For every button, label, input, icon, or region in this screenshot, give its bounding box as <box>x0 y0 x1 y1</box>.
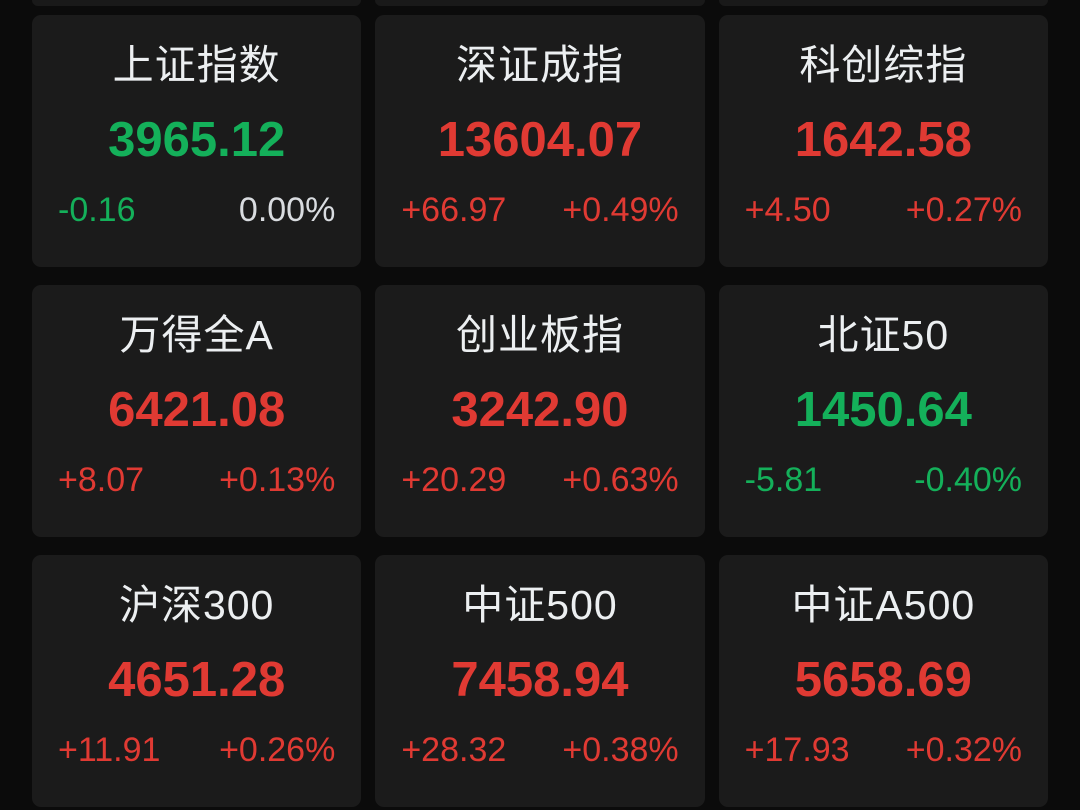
index-change-percent: +0.63% <box>562 461 679 499</box>
index-change-row: +20.29 +0.63% <box>393 463 686 497</box>
index-change-percent: +0.32% <box>905 731 1022 769</box>
index-change-row: +11.91 +0.26% <box>50 733 343 767</box>
index-card[interactable]: 沪深300 4651.28 +11.91 +0.26% <box>32 555 362 807</box>
index-change-row: +8.07 +0.13% <box>50 463 343 497</box>
index-change-absolute: -5.81 <box>744 461 823 499</box>
index-name: 上证指数 <box>112 42 281 88</box>
index-name: 创业板指 <box>455 312 624 358</box>
index-change-percent: +0.27% <box>905 191 1022 229</box>
index-card[interactable]: 深证成指 13604.07 +66.97 +0.49% <box>375 15 705 267</box>
index-card[interactable]: 中证500 7458.94 +28.32 +0.38% <box>375 555 705 807</box>
index-change-row: +4.50 +0.27% <box>737 193 1030 227</box>
index-price: 1450.64 <box>794 383 972 437</box>
index-change-percent: 0.00% <box>238 191 336 229</box>
index-price: 1642.58 <box>794 113 972 167</box>
index-card[interactable]: 科创综指 1642.58 +4.50 +0.27% <box>718 15 1048 267</box>
index-change-percent: +0.26% <box>219 731 336 769</box>
index-card[interactable]: 万得全A 6421.08 +8.07 +0.13% <box>32 285 362 537</box>
index-change-row: +17.93 +0.32% <box>737 733 1030 767</box>
sliver-card <box>718 0 1048 6</box>
index-name: 沪深300 <box>118 582 275 628</box>
index-change-absolute: +17.93 <box>744 731 850 769</box>
sliver-card <box>32 0 362 6</box>
index-price: 5658.69 <box>794 653 972 707</box>
index-change-absolute: +11.91 <box>58 731 161 769</box>
index-price: 13604.07 <box>437 113 643 167</box>
sliver-card <box>375 0 705 6</box>
previous-row-sliver <box>32 0 1048 6</box>
index-change-percent: +0.38% <box>562 731 679 769</box>
index-name: 北证50 <box>817 312 950 358</box>
index-change-row: -0.16 0.00% <box>50 193 343 227</box>
index-card-grid: 上证指数 3965.12 -0.16 0.00% 深证成指 13604.07 +66.97 +… <box>32 15 1048 807</box>
index-name: 深证成指 <box>455 42 624 88</box>
index-change-absolute: +66.97 <box>401 191 507 229</box>
index-price: 4651.28 <box>108 653 286 707</box>
index-price: 3965.12 <box>108 113 286 167</box>
index-change-absolute: +4.50 <box>744 191 831 229</box>
index-price: 3242.90 <box>451 383 629 437</box>
index-name: 中证500 <box>462 582 618 628</box>
index-change-row: -5.81 -0.40% <box>737 463 1030 497</box>
index-change-percent: +0.13% <box>219 461 336 499</box>
index-card[interactable]: 上证指数 3965.12 -0.16 0.00% <box>32 15 362 267</box>
index-card[interactable]: 北证50 1450.64 -5.81 -0.40% <box>718 285 1048 537</box>
index-name: 科创综指 <box>799 42 968 88</box>
index-change-absolute: -0.16 <box>58 191 136 229</box>
index-card[interactable]: 中证A500 5658.69 +17.93 +0.32% <box>718 555 1048 807</box>
index-name: 中证A500 <box>791 582 976 628</box>
index-change-row: +28.32 +0.38% <box>393 733 686 767</box>
index-change-absolute: +28.32 <box>401 731 507 769</box>
index-change-percent: -0.40% <box>914 461 1022 499</box>
index-change-absolute: +20.29 <box>401 461 507 499</box>
index-change-absolute: +8.07 <box>58 461 145 499</box>
index-name: 万得全A <box>119 312 274 358</box>
index-change-percent: +0.49% <box>562 191 679 229</box>
index-price: 6421.08 <box>108 383 286 437</box>
index-change-row: +66.97 +0.49% <box>393 193 686 227</box>
index-card[interactable]: 创业板指 3242.90 +20.29 +0.63% <box>375 285 705 537</box>
index-price: 7458.94 <box>451 653 629 707</box>
